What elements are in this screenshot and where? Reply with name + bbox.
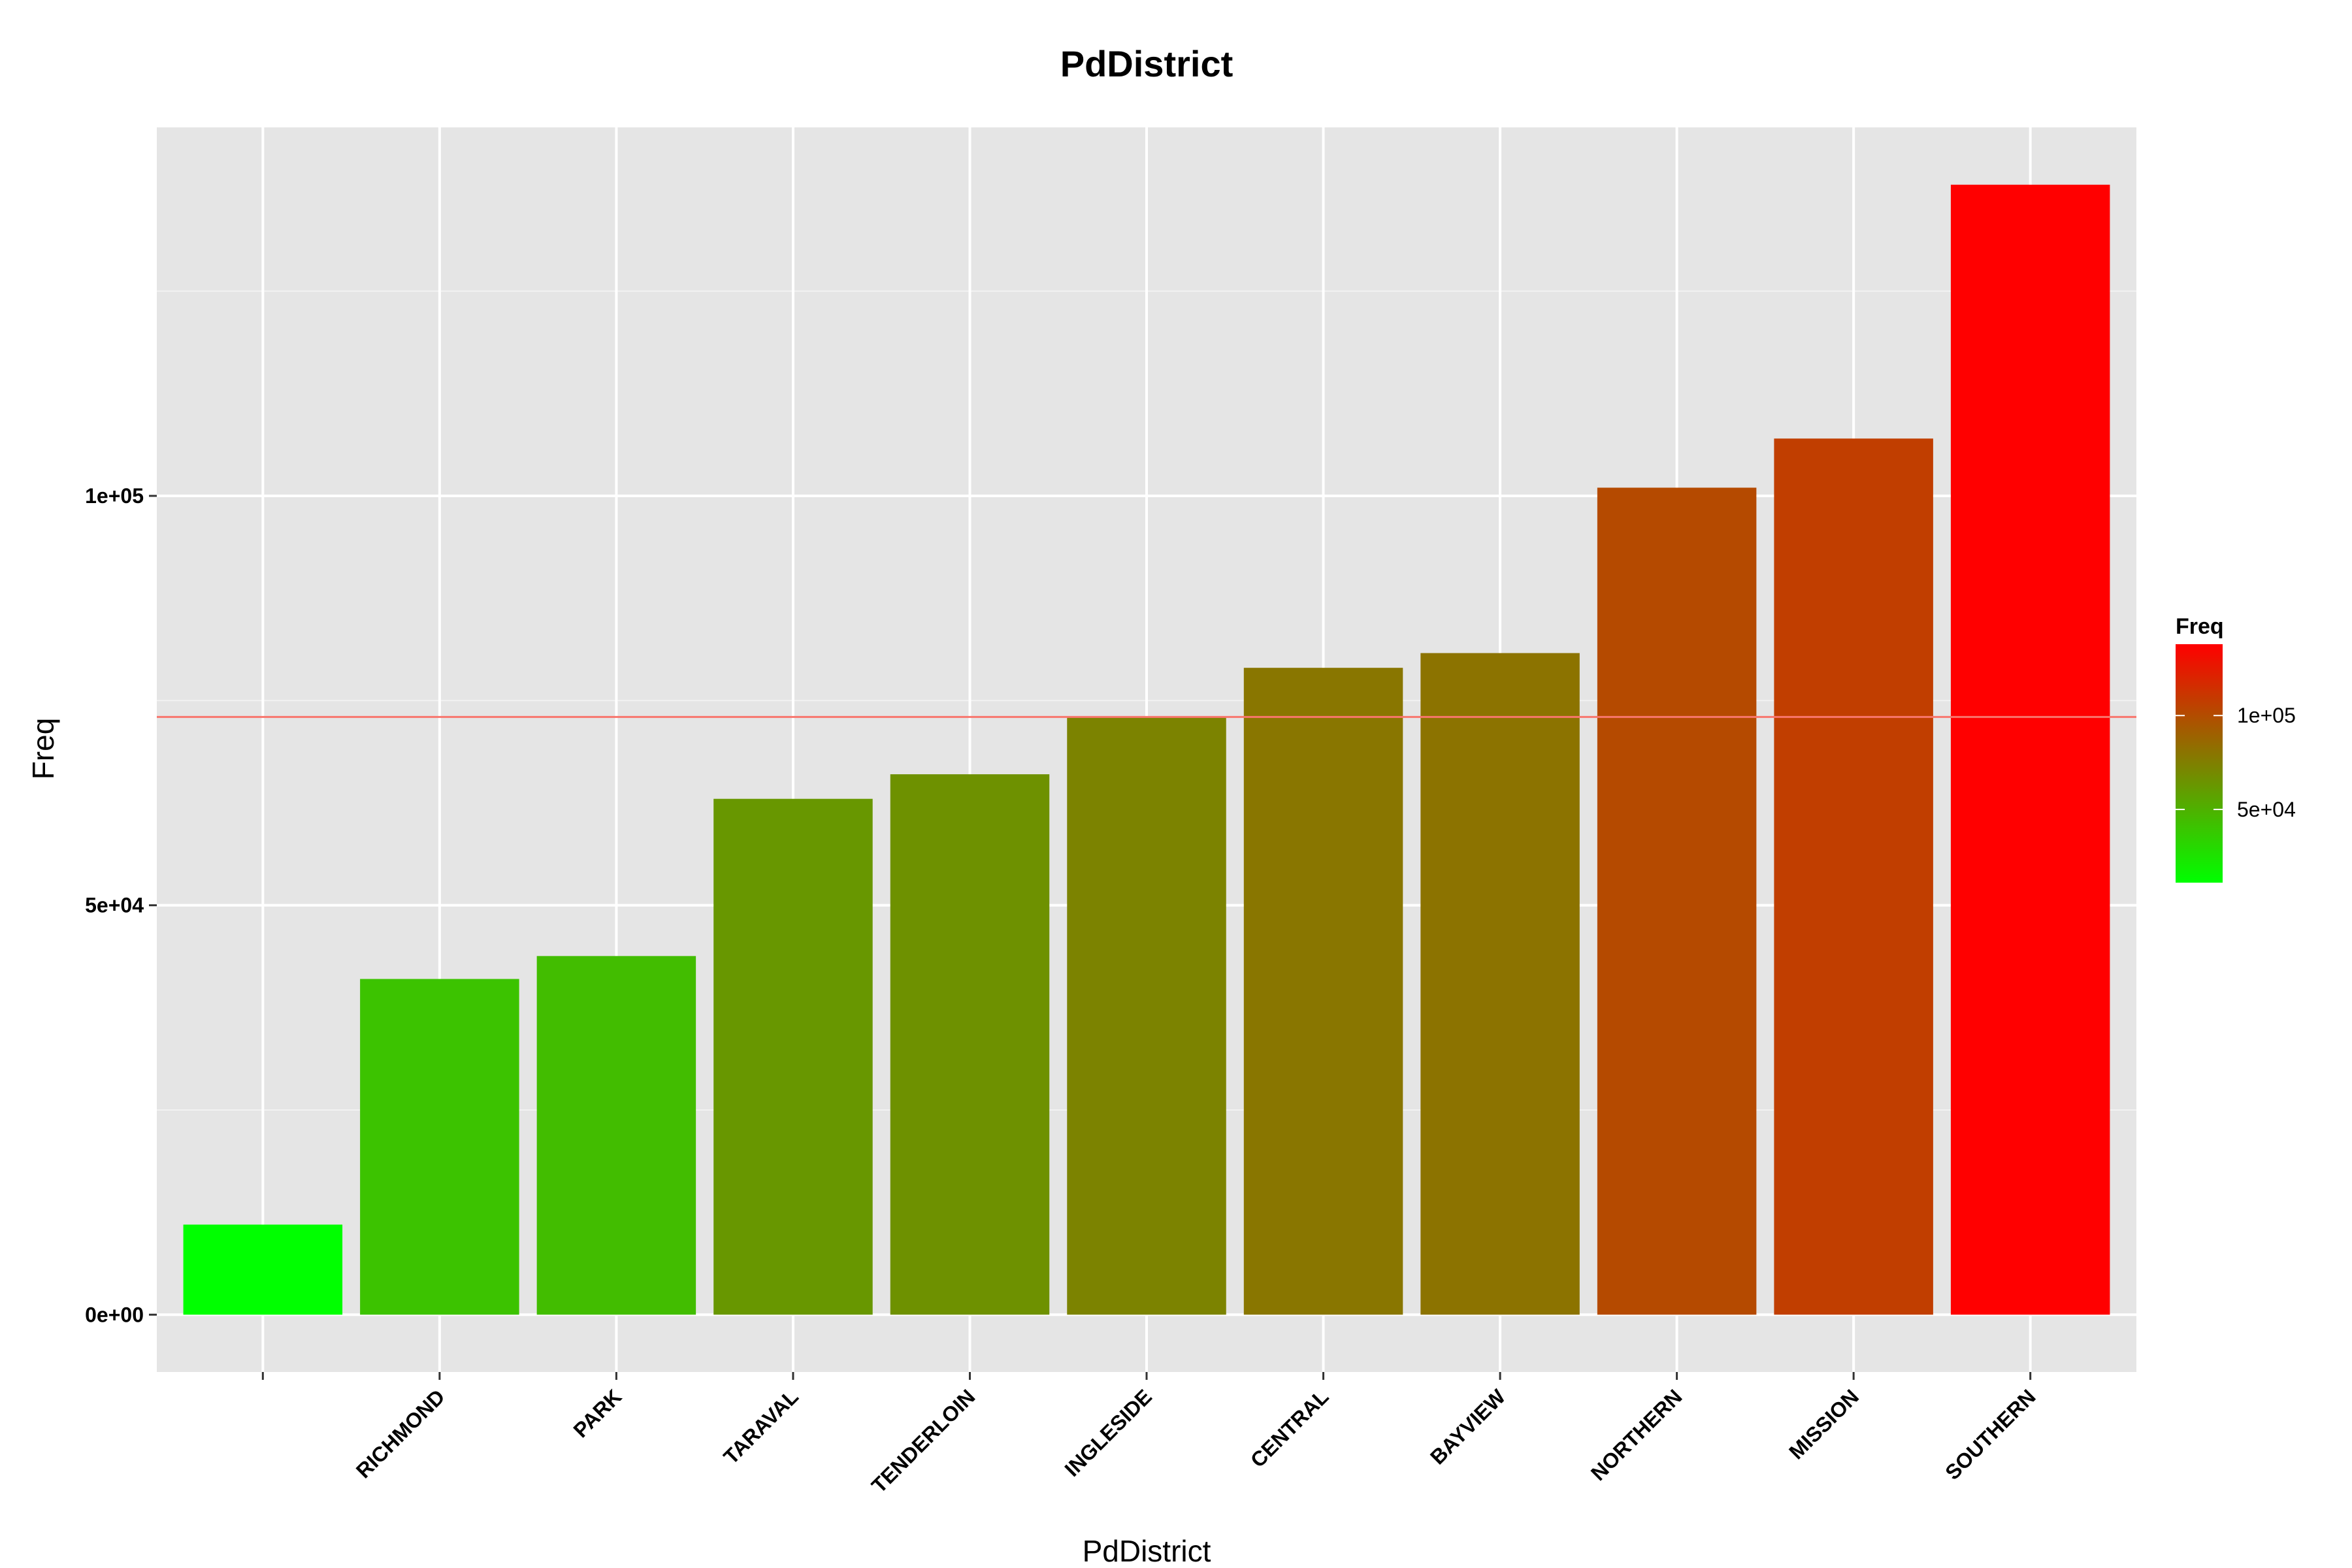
x-tick-label: INGLESIDE	[1060, 1384, 1156, 1480]
x-axis-title: PdDistrict	[1083, 1534, 1211, 1568]
x-tick-label: MISSION	[1784, 1384, 1863, 1463]
x-tick-label: NORTHERN	[1586, 1384, 1687, 1485]
bar-taraval	[713, 798, 873, 1315]
x-tick-label: RICHMOND	[351, 1384, 449, 1482]
legend-colorbar	[2176, 644, 2223, 883]
bar-northern	[1597, 487, 1757, 1315]
bar-blank	[183, 1224, 343, 1315]
bar-tenderloin	[890, 774, 1050, 1315]
x-tick-label: TENDERLOIN	[867, 1384, 980, 1497]
plot-area	[157, 127, 2136, 1372]
bar-bayview	[1420, 653, 1580, 1315]
x-tick-label: PARK	[568, 1384, 626, 1442]
bar-richmond	[360, 979, 519, 1315]
legend: Freq 5e+04 1e+05	[2176, 614, 2296, 883]
bar-mission	[1774, 438, 1933, 1315]
chart-title: PdDistrict	[1060, 43, 1233, 84]
bar-park	[536, 956, 696, 1315]
y-tick-label: 5e+04	[85, 894, 144, 917]
y-axis-title: Freq	[26, 718, 60, 780]
legend-tick-label: 5e+04	[2237, 798, 2296, 821]
x-tick-label: CENTRAL	[1246, 1384, 1333, 1472]
bar-central	[1243, 668, 1403, 1315]
y-tick-label: 0e+00	[85, 1303, 144, 1326]
y-tick-label: 1e+05	[85, 484, 144, 508]
x-tick-label: TARAVAL	[719, 1384, 803, 1469]
bar-ingleside	[1067, 717, 1226, 1315]
bar-southern	[1950, 184, 2110, 1315]
x-tick-label: BAYVIEW	[1426, 1384, 1511, 1469]
legend-title: Freq	[2176, 614, 2224, 639]
x-tick-label: SOUTHERN	[1940, 1384, 2040, 1484]
legend-tick-label: 1e+05	[2237, 704, 2296, 727]
